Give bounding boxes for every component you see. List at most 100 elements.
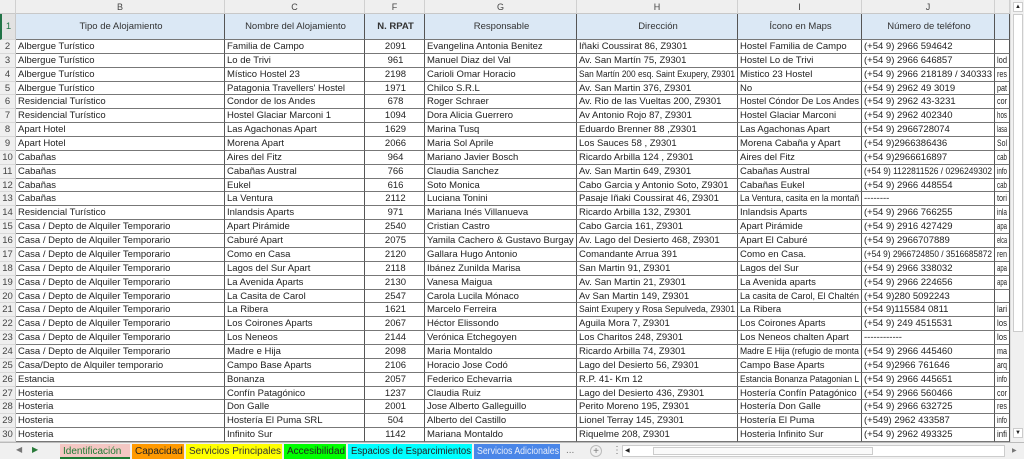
sheet-tab-servicios-adicionales[interactable]: Servicios Adicionales — [474, 444, 560, 459]
cell-telefono[interactable]: (+54 9) 2966 646857 — [862, 53, 995, 68]
cell-direccion[interactable]: Cabo Garcia y Antonio Soto, Z9301 — [577, 178, 738, 193]
cell-responsable[interactable]: Federico Echevarria — [425, 372, 577, 387]
cell-nombre[interactable]: Familia de Campo — [225, 40, 365, 54]
cell-maps[interactable]: Los Neneos chalten Apart — [738, 331, 862, 345]
cell-maps[interactable]: Cabañas Eukel — [738, 178, 862, 193]
row-number[interactable]: 11 — [0, 164, 16, 179]
cell-telefono[interactable]: (+54 9) 2966728074 — [862, 123, 995, 138]
cell-rpat[interactable]: 2001 — [365, 400, 425, 415]
cell-direccion[interactable]: Riquelme 208, Z9301 — [577, 428, 738, 442]
cell-nombre[interactable]: Lo de Trivi — [225, 53, 365, 68]
row-number[interactable]: 5 — [0, 81, 16, 96]
cell-maps[interactable]: Aires del Fitz — [738, 150, 862, 165]
cell-direccion[interactable]: Lionel Terray 145, Z9301 — [577, 414, 738, 429]
cell-tipo[interactable]: Apart Hotel — [16, 123, 225, 138]
tab-scroll-left-icon[interactable]: ◀ — [16, 445, 23, 454]
cell-rpat[interactable]: 1971 — [365, 81, 425, 96]
cell-telefono[interactable]: (+54 9) 2966724850 / 3516685872 — [862, 247, 995, 262]
cell-rpat[interactable]: 2098 — [365, 344, 425, 359]
cell-maps[interactable]: Madre E Hija (refugio de monta — [738, 344, 862, 359]
cell-tipo[interactable]: Estancia — [16, 372, 225, 387]
cell-extra[interactable]: cor — [995, 386, 1010, 401]
cell-extra[interactable]: res — [995, 67, 1010, 82]
header-extra[interactable] — [995, 14, 1010, 40]
cell-extra[interactable]: info — [995, 414, 1010, 429]
cell-maps[interactable]: Hostel Cóndor De Los Andes — [738, 95, 862, 110]
cell-rpat[interactable]: 961 — [365, 53, 425, 68]
cell-extra[interactable]: elca — [995, 234, 1010, 248]
sheet-tab-espacios-de-esparcimientos[interactable]: Espacios de Esparcimientos — [348, 444, 472, 459]
cell-tipo[interactable]: Casa / Depto de Alquiler Temporario — [16, 261, 225, 276]
cell-extra[interactable]: infi — [995, 428, 1010, 442]
cell-responsable[interactable]: Mariana Inés Villanueva — [425, 206, 577, 221]
cell-telefono[interactable]: (+54 9)280 5092243 — [862, 289, 995, 304]
cell-rpat[interactable]: 2198 — [365, 67, 425, 82]
cell-extra[interactable]: hos — [995, 109, 1010, 124]
cell-direccion[interactable]: Pasaje Iñaki Coussirat 46, Z9301 — [577, 192, 738, 207]
cell-nombre[interactable]: Don Galle — [225, 400, 365, 415]
cell-direccion[interactable]: Ricardo Arbilla 74, Z9301 — [577, 344, 738, 359]
cell-tipo[interactable]: Albergue Turístico — [16, 53, 225, 68]
cell-nombre[interactable]: Caburé Apart — [225, 234, 365, 248]
cell-tipo[interactable]: Cabañas — [16, 164, 225, 179]
cell-rpat[interactable]: 504 — [365, 414, 425, 429]
cell-telefono[interactable]: ------------ — [862, 331, 995, 345]
cell-telefono[interactable]: (+54 9) 2966 445460 — [862, 344, 995, 359]
cell-responsable[interactable]: Alberto del Castillo — [425, 414, 577, 429]
scroll-left-arrow-icon[interactable]: ◀ — [625, 448, 630, 454]
cell-tipo[interactable]: Casa / Depto de Alquiler Temporario — [16, 247, 225, 262]
select-all-corner[interactable] — [0, 0, 16, 14]
row-number[interactable]: 19 — [0, 275, 16, 290]
tab-splitter[interactable]: ⋮ — [612, 445, 622, 456]
cell-maps[interactable]: Como en Casa. — [738, 247, 862, 262]
cell-telefono[interactable]: (+54 9) 2966 445651 — [862, 372, 995, 387]
cell-nombre[interactable]: Patagonia Travellers' Hostel — [225, 81, 365, 96]
cell-direccion[interactable]: San Martín 200 esq. Saint Exupery, Z9301 — [577, 67, 738, 82]
horizontal-scroll-thumb[interactable] — [653, 447, 873, 455]
cell-extra[interactable]: apa — [995, 261, 1010, 276]
cell-tipo[interactable]: Casa / Depto de Alquiler Temporario — [16, 289, 225, 304]
column-header-i[interactable]: I — [738, 0, 862, 14]
row-number[interactable]: 6 — [0, 95, 16, 110]
scroll-down-arrow-icon[interactable]: ▼ — [1013, 428, 1023, 438]
row-number[interactable]: 2 — [0, 40, 16, 54]
cell-responsable[interactable]: Vanesa Maigua — [425, 275, 577, 290]
header-telefono[interactable]: Número de teléfono — [862, 14, 995, 40]
cell-rpat[interactable]: 2091 — [365, 40, 425, 54]
cell-telefono[interactable]: (+54 9) 2962 493325 — [862, 428, 995, 442]
cell-tipo[interactable]: Cabañas — [16, 150, 225, 165]
cell-telefono[interactable]: (+54 9) 2962 43-3231 — [862, 95, 995, 110]
cell-direccion[interactable]: Av. San Martin 649, Z9301 — [577, 164, 738, 179]
cell-nombre[interactable]: Inlandsis Aparts — [225, 206, 365, 221]
vertical-scrollbar[interactable]: ▲ ▼ — [1010, 0, 1024, 442]
column-header-k[interactable] — [995, 0, 1010, 14]
cell-nombre[interactable]: Apart Pirámide — [225, 220, 365, 235]
cell-tipo[interactable]: Casa / Depto de Alquiler Temporario — [16, 317, 225, 332]
cell-tipo[interactable]: Hosteria — [16, 400, 225, 415]
cell-responsable[interactable]: Cristian Castro — [425, 220, 577, 235]
cell-rpat[interactable]: 678 — [365, 95, 425, 110]
cell-rpat[interactable]: 2106 — [365, 358, 425, 373]
cell-telefono[interactable]: -------- — [862, 192, 995, 207]
cell-telefono[interactable]: (+54 9) 2966 766255 — [862, 206, 995, 221]
row-number[interactable]: 24 — [0, 344, 16, 359]
cell-direccion[interactable]: Lago del Desierto 56, Z9301 — [577, 358, 738, 373]
cell-telefono[interactable]: (+54 9) 2966 224656 — [862, 275, 995, 290]
cell-responsable[interactable]: Jose Alberto Galleguillo — [425, 400, 577, 415]
cell-tipo[interactable]: Apart Hotel — [16, 137, 225, 151]
cell-maps[interactable]: Estancia Bonanza Patagonian L — [738, 372, 862, 387]
cell-maps[interactable]: Los Coirones Aparts — [738, 317, 862, 332]
cell-direccion[interactable]: Ricardo Arbilla 124 , Z9301 — [577, 150, 738, 165]
cell-nombre[interactable]: Morena Apart — [225, 137, 365, 151]
cell-extra[interactable]: res — [995, 400, 1010, 415]
cell-maps[interactable]: Hostería Confín Patagónico — [738, 386, 862, 401]
cell-nombre[interactable]: Las Agachonas Apart — [225, 123, 365, 138]
cell-maps[interactable]: Hostel Familia de Campo — [738, 40, 862, 54]
cell-telefono[interactable]: (+54 9)115584 0811 — [862, 303, 995, 318]
more-tabs-button[interactable]: ... — [566, 445, 575, 456]
cell-nombre[interactable]: Aires del Fitz — [225, 150, 365, 165]
header-maps[interactable]: Ícono en Maps — [738, 14, 862, 40]
header-responsable[interactable]: Responsable — [425, 14, 577, 40]
cell-rpat[interactable]: 2118 — [365, 261, 425, 276]
cell-nombre[interactable]: La Ventura — [225, 192, 365, 207]
